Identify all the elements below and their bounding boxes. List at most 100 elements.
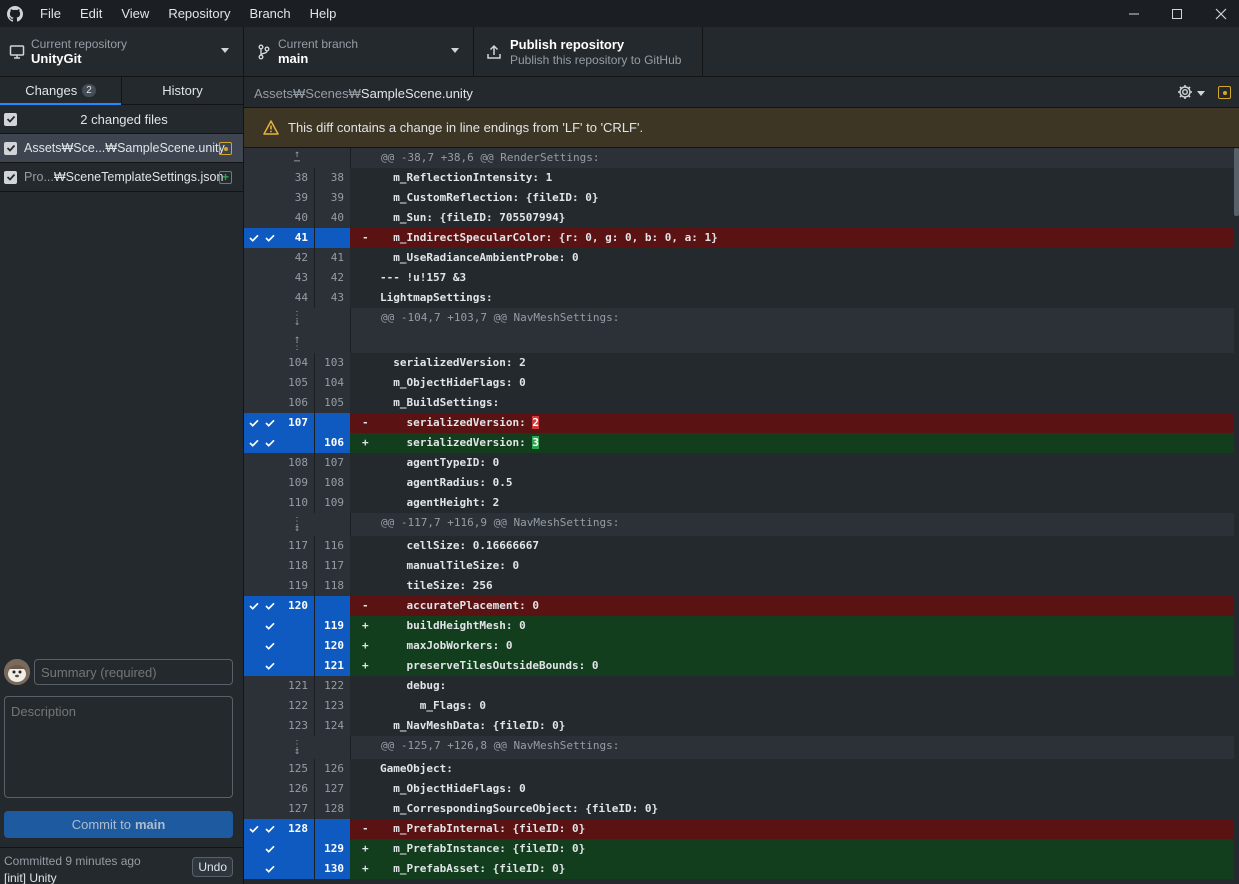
changed-file-item[interactable]: Pro...₩SceneTemplateSettings.json + bbox=[0, 163, 243, 192]
summary-input[interactable] bbox=[34, 659, 233, 685]
close-button[interactable] bbox=[1199, 0, 1239, 27]
changed-file-item[interactable]: Assets₩Sce...₩SampleScene.unity bbox=[0, 134, 243, 163]
hunk-select-gutter[interactable] bbox=[244, 168, 280, 188]
hunk-select-gutter[interactable] bbox=[244, 799, 280, 819]
hunk-select-gutter[interactable] bbox=[244, 636, 280, 656]
hunk-select-gutter[interactable] bbox=[244, 208, 280, 228]
menu-item-repository[interactable]: Repository bbox=[168, 6, 231, 21]
menu-item-view[interactable]: View bbox=[121, 6, 150, 21]
hunk-select-gutter[interactable] bbox=[244, 716, 280, 736]
diff-line-code: m_Flags: 0 bbox=[350, 696, 1234, 716]
tab-history[interactable]: History bbox=[122, 77, 243, 104]
diff-line-code: + buildHeightMesh: 0 bbox=[350, 616, 1234, 636]
diff-line-code: m_ObjectHideFlags: 0 bbox=[350, 373, 1234, 393]
new-line-number: 108 bbox=[314, 473, 350, 493]
hunk-select-gutter[interactable] bbox=[244, 353, 280, 373]
diff-line-code: agentRadius: 0.5 bbox=[350, 473, 1234, 493]
diff-view: ↑ ⋯ @@ -38,7 +38,6 @@ RenderSettings: 38 38 … bbox=[244, 148, 1234, 884]
diff-line-added[interactable]: 121 + preserveTilesOutsideBounds: 0 bbox=[244, 656, 1234, 676]
file-include-checkbox[interactable] bbox=[4, 141, 17, 155]
tab-changes[interactable]: Changes 2 bbox=[0, 77, 122, 105]
diff-line-text: manualTileSize: 0 bbox=[380, 559, 520, 572]
current-repository-button[interactable]: Current repository UnityGit bbox=[0, 27, 244, 76]
diff-marker: - bbox=[362, 822, 369, 835]
hunk-select-gutter[interactable] bbox=[244, 493, 280, 513]
menu-item-file[interactable]: File bbox=[40, 6, 61, 21]
diff-marker bbox=[362, 248, 380, 268]
hunk-select-gutter[interactable] bbox=[244, 859, 280, 879]
hunk-select-gutter[interactable] bbox=[244, 248, 280, 268]
hunk-select-gutter[interactable] bbox=[244, 453, 280, 473]
hunk-select-gutter[interactable] bbox=[244, 536, 280, 556]
hunk-select-gutter[interactable] bbox=[244, 839, 280, 859]
new-line-number: 41 bbox=[314, 248, 350, 268]
hunk-select-gutter[interactable] bbox=[244, 393, 280, 413]
changed-files-count: 2 changed files bbox=[80, 111, 168, 127]
hunk-select-gutter[interactable] bbox=[244, 779, 280, 799]
new-line-number: 124 bbox=[314, 716, 350, 736]
old-line-number bbox=[280, 656, 314, 676]
hunk-select-gutter[interactable] bbox=[244, 288, 280, 308]
hunk-select-gutter[interactable] bbox=[244, 556, 280, 576]
minimize-button[interactable] bbox=[1112, 0, 1156, 27]
diff-line-text: --- !u!157 &3 bbox=[380, 271, 467, 284]
diff-marker bbox=[362, 779, 380, 799]
diff-line-deleted[interactable]: 128 - m_PrefabInternal: {fileID: 0} bbox=[244, 819, 1234, 839]
old-line-number bbox=[280, 433, 314, 453]
hunk-select-gutter[interactable] bbox=[244, 759, 280, 779]
hunk-select-gutter[interactable] bbox=[244, 676, 280, 696]
undo-button[interactable]: Undo bbox=[192, 857, 233, 877]
new-line-number: 107 bbox=[314, 453, 350, 473]
menu-item-help[interactable]: Help bbox=[309, 6, 337, 21]
hunk-selected-check-icon bbox=[249, 418, 259, 431]
current-branch-button[interactable]: Current branch main bbox=[244, 27, 474, 76]
hunk-select-gutter[interactable] bbox=[244, 433, 280, 453]
hunk-select-gutter[interactable] bbox=[244, 656, 280, 676]
expand-hunk-button[interactable]: ⋮ ↕ bbox=[244, 736, 350, 759]
hunk-select-gutter[interactable] bbox=[244, 413, 280, 433]
diff-hunk-header: ⋮ ↕ @@ -125,7 +126,8 @@ NavMeshSettings: bbox=[244, 736, 1234, 759]
maximize-button[interactable] bbox=[1155, 0, 1199, 27]
hunk-select-gutter[interactable] bbox=[244, 188, 280, 208]
publish-repository-button[interactable]: Publish repository Publish this reposito… bbox=[474, 27, 703, 76]
commit-button[interactable]: Commit to main bbox=[4, 811, 233, 838]
hunk-select-gutter[interactable] bbox=[244, 616, 280, 636]
diff-line-added[interactable]: 129 + m_PrefabInstance: {fileID: 0} bbox=[244, 839, 1234, 859]
diff-line-deleted[interactable]: 107 - serializedVersion: 2 bbox=[244, 413, 1234, 433]
menu-item-branch[interactable]: Branch bbox=[249, 6, 291, 21]
diff-line-code: m_ReflectionIntensity: 1 bbox=[350, 168, 1234, 188]
diff-line-added[interactable]: 120 + maxJobWorkers: 0 bbox=[244, 636, 1234, 656]
old-line-number: 118 bbox=[280, 556, 314, 576]
publish-title: Publish repository bbox=[510, 36, 625, 52]
diff-scrollbar[interactable] bbox=[1234, 148, 1239, 884]
diff-line-code: debug: bbox=[350, 676, 1234, 696]
diff-line-deleted[interactable]: 41 - m_IndirectSpecularColor: {r: 0, g: 0… bbox=[244, 228, 1234, 248]
hunk-selected-check-icon bbox=[249, 601, 259, 614]
hunk-select-gutter[interactable] bbox=[244, 696, 280, 716]
hunk-select-gutter[interactable] bbox=[244, 473, 280, 493]
hunk-select-gutter[interactable] bbox=[244, 576, 280, 596]
expand-hunk-button[interactable]: ⋮ ↕ bbox=[244, 513, 350, 536]
diff-line-code: + maxJobWorkers: 0 bbox=[350, 636, 1234, 656]
select-all-checkbox[interactable] bbox=[4, 112, 17, 126]
diff-line-context: 109 108 agentRadius: 0.5 bbox=[244, 473, 1234, 493]
description-input[interactable] bbox=[4, 696, 233, 798]
hunk-select-gutter[interactable] bbox=[244, 268, 280, 288]
hunk-select-gutter[interactable] bbox=[244, 819, 280, 839]
hunk-select-gutter[interactable] bbox=[244, 596, 280, 616]
title-bar: File Edit View Repository Branch Help bbox=[0, 0, 1239, 27]
diff-line-added[interactable]: 119 + buildHeightMesh: 0 bbox=[244, 616, 1234, 636]
diff-line-deleted[interactable]: 120 - accuratePlacement: 0 bbox=[244, 596, 1234, 616]
file-include-checkbox[interactable] bbox=[4, 170, 17, 184]
diff-line-added[interactable]: 106 + serializedVersion: 3 bbox=[244, 433, 1234, 453]
tab-changes-label: Changes bbox=[25, 83, 78, 98]
expand-hunk-button[interactable]: ⋮ ↓ ↑ ⋮ bbox=[244, 308, 350, 353]
diff-line-added[interactable]: 130 + m_PrefabAsset: {fileID: 0} bbox=[244, 859, 1234, 879]
menu-item-edit[interactable]: Edit bbox=[79, 6, 103, 21]
hunk-select-gutter[interactable] bbox=[244, 228, 280, 248]
diff-line-text: agentRadius: 0.5 bbox=[380, 476, 513, 489]
diff-settings-button[interactable] bbox=[1177, 84, 1205, 103]
hunk-select-gutter[interactable] bbox=[244, 373, 280, 393]
expand-hunk-button[interactable]: ↑ ⋯ bbox=[244, 148, 350, 168]
new-line-number: 122 bbox=[314, 676, 350, 696]
